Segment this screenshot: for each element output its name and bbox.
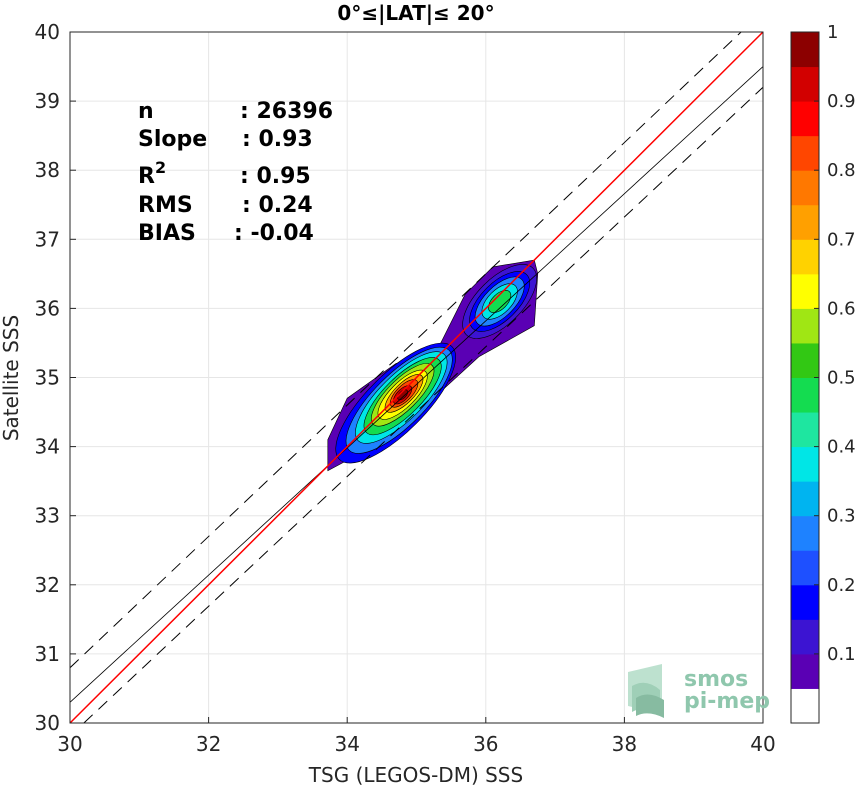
colorbar-segment [791,308,819,344]
y-tick-label: 36 [35,296,60,320]
colorbar-tick-label: 0.8 [827,160,856,181]
colorbar-tick-label: 0.9 [827,91,856,112]
colorbar-tick-label: 0.7 [827,229,856,250]
stat-label: RMS [138,193,193,218]
regression-fit-line [70,66,763,703]
stat-label: R2 [138,158,166,189]
x-tick-label: 34 [334,732,359,756]
x-tick-label: 32 [196,732,221,756]
colorbar-segment [791,273,819,309]
statistics-box: n : 26396 Slope : 0.93 R2 : 0.95 RMS : 0.24 BIAS… [138,99,333,246]
colorbar-segment [791,481,819,517]
colorbar-segment [791,515,819,551]
colorbar-segment [791,342,819,378]
colorbar-segment [791,239,819,275]
colorbar-segment [791,135,819,171]
colorbar-segment [791,204,819,240]
density-contours [327,259,539,472]
colorbar-segment [791,619,819,655]
confidence-bound-line [83,86,763,723]
logo-wave-icon [628,664,664,718]
y-tick-label: 33 [35,504,60,528]
colorbar-segment [791,170,819,206]
x-axis-ticks: 30 32 34 36 38 40 [57,717,776,756]
density-contour-lower [397,389,408,401]
y-axis-label: Satellite SSS [0,315,23,441]
x-tick-label: 40 [750,732,775,756]
colorbar-tick-label: 0.5 [827,368,856,389]
grid-lines [69,31,764,724]
identity-line [70,32,763,723]
colorbar-tick-label: 0.2 [827,575,856,596]
reference-lines [70,32,763,723]
y-tick-label: 39 [35,89,60,113]
colorbar-segment [791,101,819,137]
logo-text-smos: smos [684,667,748,692]
logo-text-pi-mep: pi-mep [684,689,770,714]
x-tick-label: 36 [473,732,498,756]
colorbar-segment [791,412,819,448]
y-tick-label: 31 [35,642,60,666]
x-axis-label: TSG (LEGOS-DM) SSS [308,763,523,787]
y-tick-label: 34 [35,435,60,459]
stat-label: Slope [138,127,207,152]
smos-pi-mep-logo: smos pi-mep [628,664,770,718]
stat-value: : -0.04 [234,221,314,246]
stat-label: BIAS [138,221,196,246]
colorbar-segment [791,66,819,102]
stat-value: : 0.93 [242,127,313,152]
y-tick-label: 32 [35,573,60,597]
colorbar-tick-label: 0.3 [827,506,856,527]
chart-title: 0°≤|LAT|≤ 20° [337,1,494,25]
stat-label: n [138,99,154,124]
y-tick-label: 30 [35,711,60,735]
colorbar-tick-label: 1 [827,22,838,43]
y-tick-label: 37 [35,227,60,251]
x-tick-label: 30 [57,732,82,756]
colorbar: 0.1 0.2 0.3 0.4 0.5 0.6 0.7 0.8 0.9 1 [790,22,856,724]
colorbar-segment [791,584,819,620]
x-tick-label: 38 [612,732,637,756]
y-tick-label: 40 [35,20,60,44]
stat-value: : 0.95 [240,164,311,189]
stat-value: : 0.24 [242,193,313,218]
colorbar-segment [791,688,819,724]
stat-value: : 26396 [240,99,333,124]
colorbar-segment [791,653,819,689]
y-tick-label: 38 [35,158,60,182]
colorbar-segment [791,377,819,413]
colorbar-tick-label: 0.1 [827,644,856,665]
density-contour-upper [488,290,512,313]
colorbar-segment [791,446,819,482]
y-tick-label: 35 [35,366,60,390]
colorbar-segment [791,32,819,68]
colorbar-tick-label: 0.4 [827,437,856,458]
y-axis-ticks: 30 31 32 33 34 35 36 37 38 39 40 [35,20,76,735]
colorbar-segment [791,550,819,586]
colorbar-tick-label: 0.6 [827,298,856,319]
